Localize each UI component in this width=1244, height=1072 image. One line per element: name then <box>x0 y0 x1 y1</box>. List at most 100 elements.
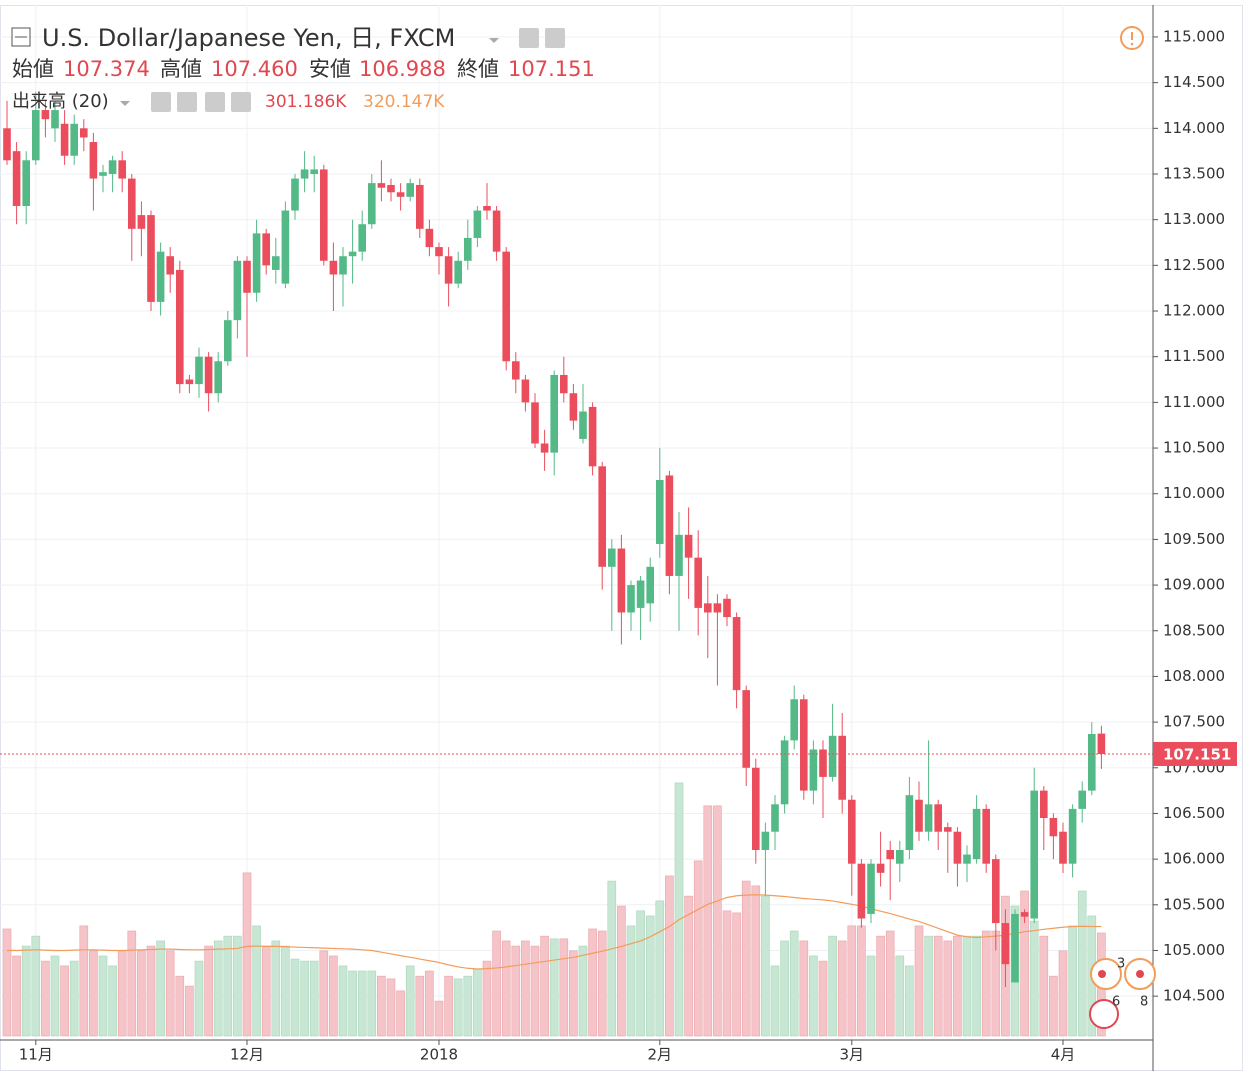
volume-bar <box>905 965 914 1037</box>
volume-bar <box>972 935 981 1037</box>
candle-body <box>627 585 635 613</box>
volume-bar <box>866 955 876 1037</box>
candle-body <box>771 804 779 832</box>
volume-bar <box>319 950 329 1037</box>
candle-body <box>464 237 472 261</box>
y-tick-label: 115.000 <box>1163 27 1225 45</box>
candle-body <box>137 215 146 229</box>
candle-body <box>483 205 491 211</box>
candle-body <box>809 749 818 791</box>
collapse-icon[interactable] <box>11 27 31 47</box>
candle-body <box>723 598 731 618</box>
volume-bar <box>549 938 559 1037</box>
symbol-title: U.S. Dollar/Japanese Yen, 日, FXCM <box>42 24 455 52</box>
volume-bar <box>1020 890 1029 1037</box>
volume-bar <box>69 960 79 1037</box>
open-value: 107.374 <box>63 57 150 81</box>
candle-body <box>656 480 664 544</box>
volume-bar <box>933 935 943 1037</box>
y-tick-label: 105.000 <box>1163 941 1225 959</box>
candle-body <box>204 356 213 394</box>
add-icon[interactable] <box>205 92 225 112</box>
volume-bar <box>89 950 98 1037</box>
candle-body <box>905 795 914 850</box>
eye-icon[interactable] <box>519 28 539 48</box>
candle-body <box>272 256 280 270</box>
candle-body <box>51 110 59 129</box>
volume-bar <box>482 960 492 1037</box>
candle-body <box>1059 831 1067 864</box>
candle-body <box>425 228 434 248</box>
candle-body <box>598 466 606 567</box>
candle-body <box>982 808 990 864</box>
candle-body <box>742 690 750 768</box>
candle-body <box>1049 818 1058 837</box>
alert-icon[interactable] <box>1120 26 1144 50</box>
dropdown-arrow[interactable] <box>120 101 130 106</box>
volume-bar <box>386 978 396 1037</box>
volume-value: 301.186K <box>265 92 347 112</box>
volume-bar <box>501 940 511 1037</box>
volume-bar <box>60 965 69 1037</box>
volume-bar <box>530 945 540 1037</box>
volume-pane <box>2 782 1106 1037</box>
volume-bar <box>434 1000 444 1037</box>
candle-body <box>41 110 50 120</box>
candle-body <box>800 699 808 791</box>
volume-bar <box>127 930 137 1037</box>
candle-body <box>262 233 270 266</box>
candle-body <box>569 393 578 421</box>
volume-bar <box>50 955 60 1037</box>
volume-bar <box>732 912 741 1037</box>
volume-bar <box>348 970 357 1037</box>
candle-body <box>387 184 395 193</box>
y-tick-label: 105.500 <box>1163 895 1225 913</box>
eye-icon[interactable] <box>151 92 171 112</box>
settings-icon[interactable] <box>545 28 565 48</box>
event-count: 3 <box>1117 957 1125 972</box>
candle-body <box>224 320 232 362</box>
volume-bar <box>31 935 41 1037</box>
volume-bar <box>943 940 953 1037</box>
y-tick-label: 109.500 <box>1163 530 1225 548</box>
event-dot <box>1098 970 1106 978</box>
candle-body <box>329 260 338 275</box>
x-tick-label: 2018 <box>420 1046 458 1064</box>
candle-body <box>896 849 904 864</box>
dropdown-arrow[interactable] <box>489 38 499 43</box>
y-tick-label: 114.000 <box>1163 119 1225 137</box>
candle-body <box>396 192 405 197</box>
volume-bar <box>521 940 530 1037</box>
y-tick-label: 107.500 <box>1163 713 1225 731</box>
event-bubble[interactable] <box>1089 999 1119 1029</box>
candle-body <box>1068 808 1077 864</box>
candle-body <box>1078 790 1086 809</box>
candle-body <box>684 534 693 558</box>
y-tick-label: 110.000 <box>1163 484 1225 502</box>
candle-body <box>185 379 194 385</box>
volume-bar <box>588 928 597 1037</box>
volume-bar <box>41 960 50 1037</box>
remove-icon[interactable] <box>231 92 251 112</box>
candle-body <box>128 178 136 229</box>
volume-bar <box>194 960 204 1037</box>
candle-body <box>454 260 462 284</box>
settings-icon[interactable] <box>177 92 197 112</box>
volume-bar <box>876 935 885 1037</box>
volume-bar <box>837 940 847 1037</box>
volume-bar <box>540 935 549 1037</box>
volume-bar <box>713 805 722 1037</box>
y-tick-label: 112.000 <box>1163 302 1225 320</box>
candle-body <box>1001 923 1010 965</box>
close-label: 終値 <box>457 57 499 81</box>
volume-bar <box>1077 890 1087 1037</box>
candle-body <box>915 799 923 832</box>
candle-body <box>80 128 88 138</box>
candle-body <box>176 269 184 385</box>
candle-body <box>1020 912 1029 917</box>
candle-body <box>713 603 722 613</box>
volume-bar <box>789 930 799 1037</box>
candle-body <box>118 160 126 179</box>
x-tick-label: 3月 <box>840 1046 865 1064</box>
